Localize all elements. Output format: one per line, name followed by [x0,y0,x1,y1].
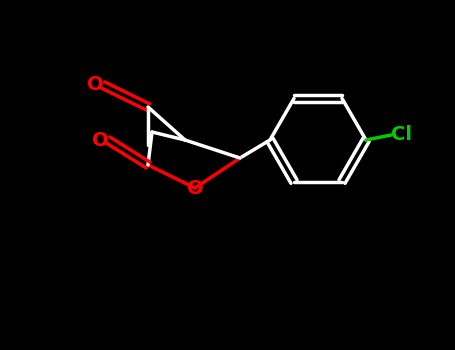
Text: O: O [87,76,103,94]
Text: O: O [187,178,203,197]
Text: Cl: Cl [390,126,411,145]
Text: O: O [92,131,108,149]
